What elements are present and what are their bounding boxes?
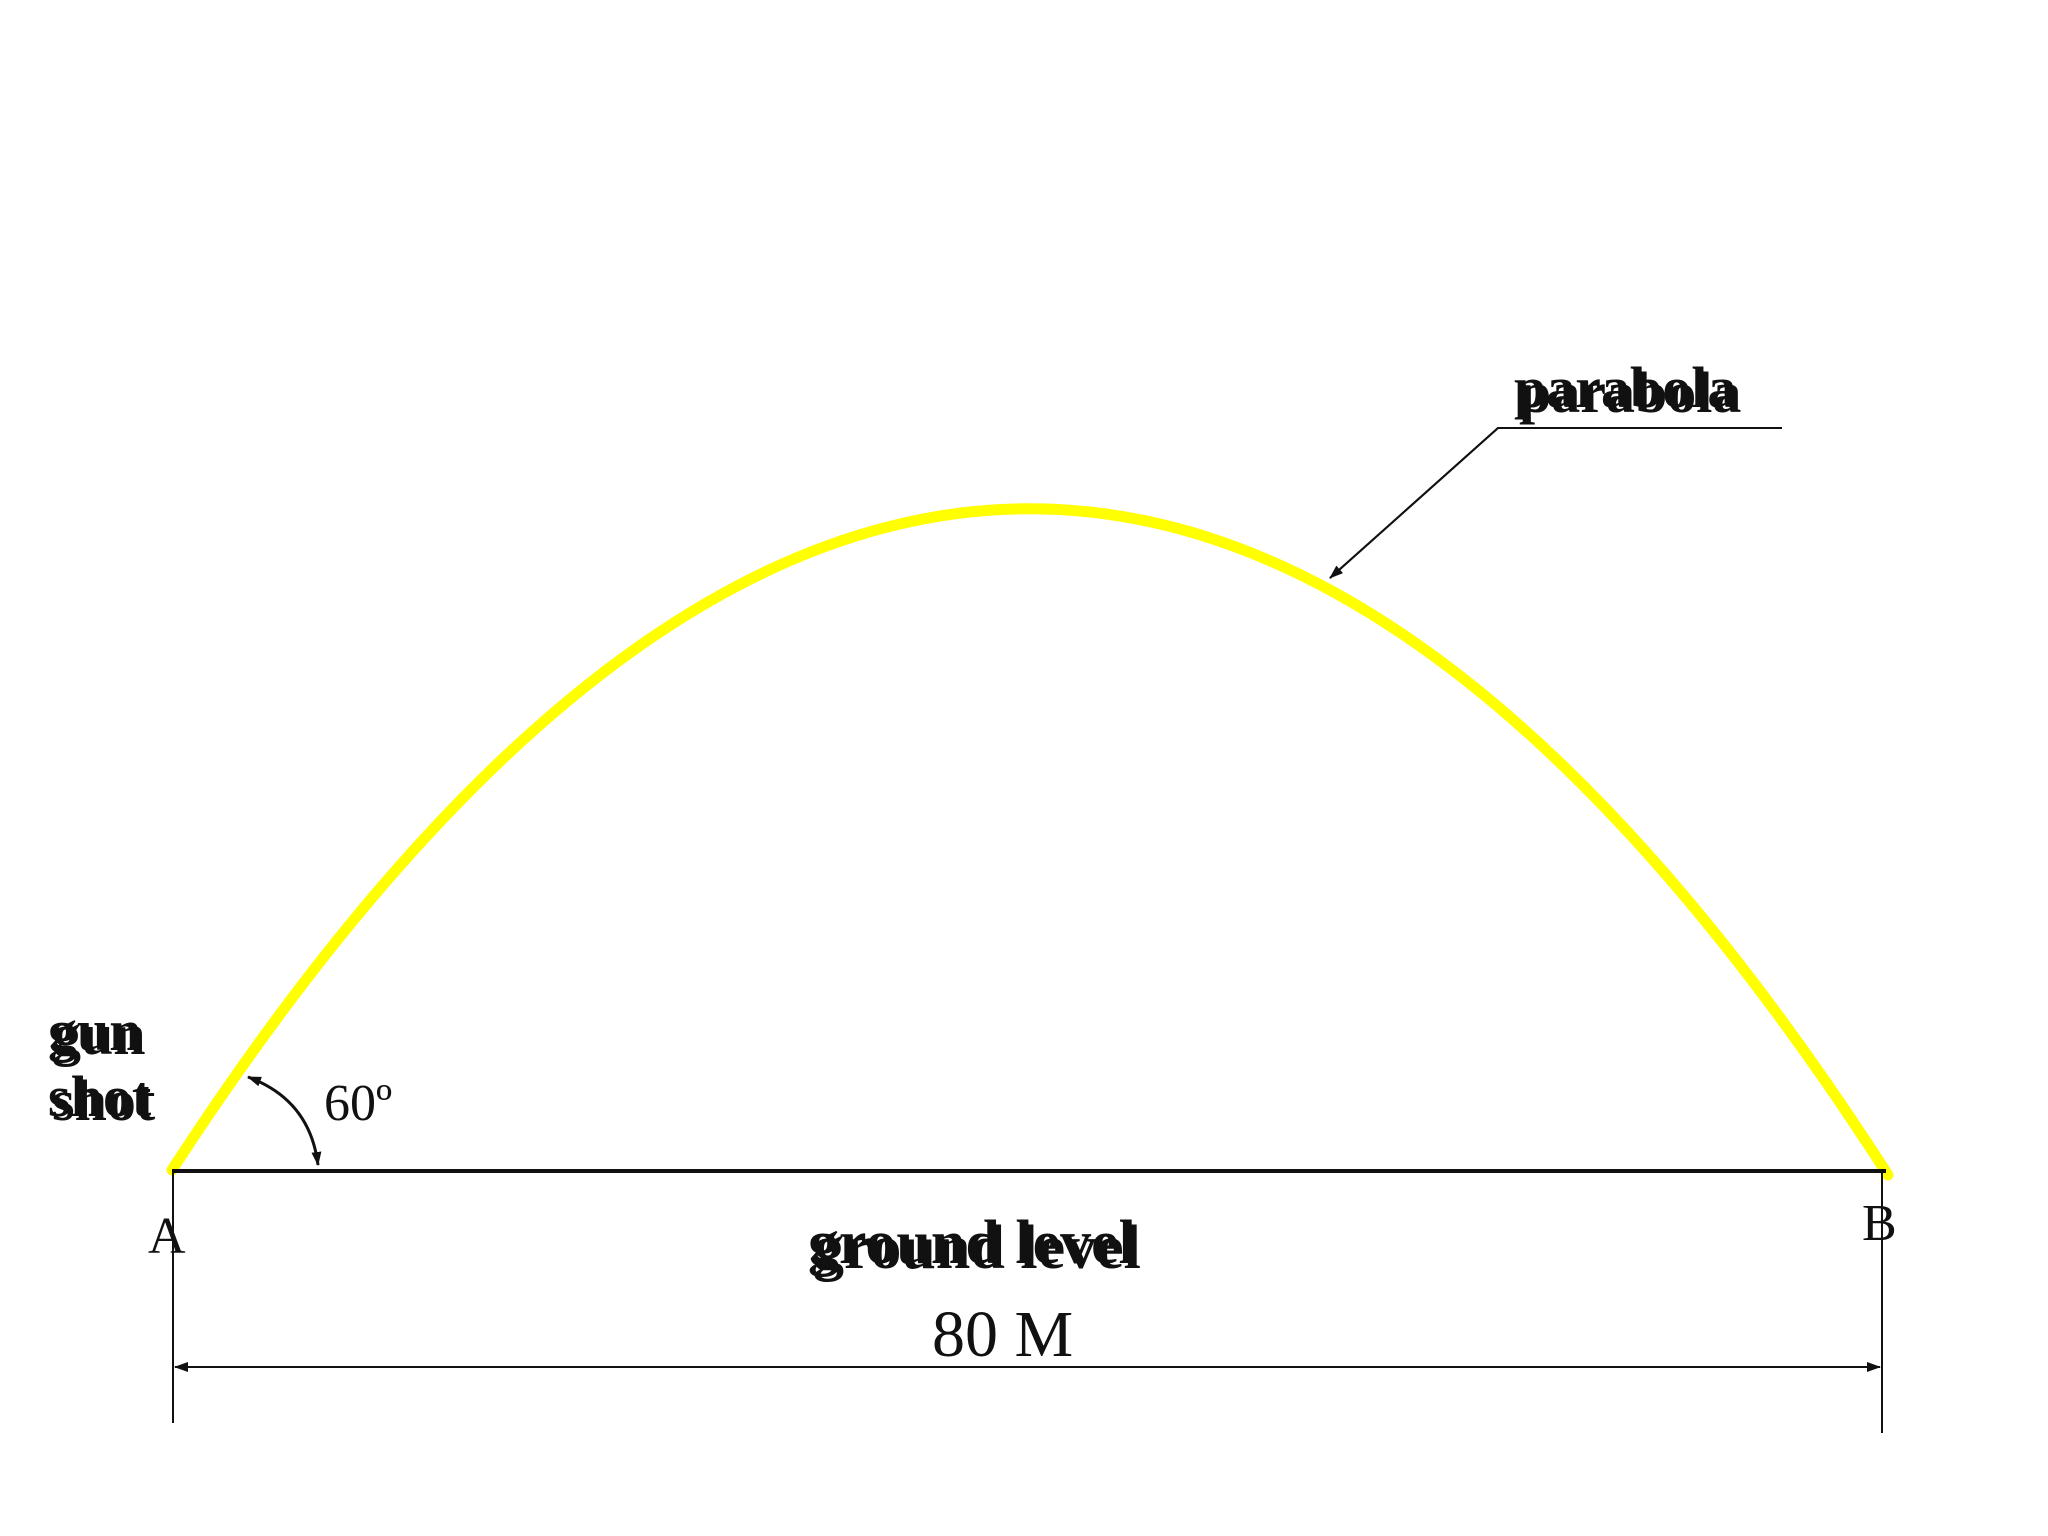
angle-arc (247, 1075, 322, 1166)
gun-label: gun (48, 998, 142, 1063)
point-a-label: A (148, 1208, 186, 1265)
gun-label-shadow: gun (52, 1002, 146, 1067)
angle-label: 60º (324, 1075, 392, 1132)
distance-label: 80 M (932, 1298, 1073, 1371)
ground-label: ground level (808, 1209, 1136, 1277)
parabola-leader-arrow (1329, 427, 1499, 579)
shot-label: shot (48, 1064, 152, 1129)
parabola-label: parabola (1514, 355, 1736, 420)
point-b-label: B (1862, 1195, 1897, 1252)
parabola-curve (166, 503, 1894, 1181)
shot-label-shadow: shot (52, 1068, 156, 1133)
parabola-label-shadow: parabola (1519, 360, 1741, 425)
ground-label-shadow: ground level (813, 1214, 1141, 1282)
parabola-leader-line (1329, 427, 1782, 579)
